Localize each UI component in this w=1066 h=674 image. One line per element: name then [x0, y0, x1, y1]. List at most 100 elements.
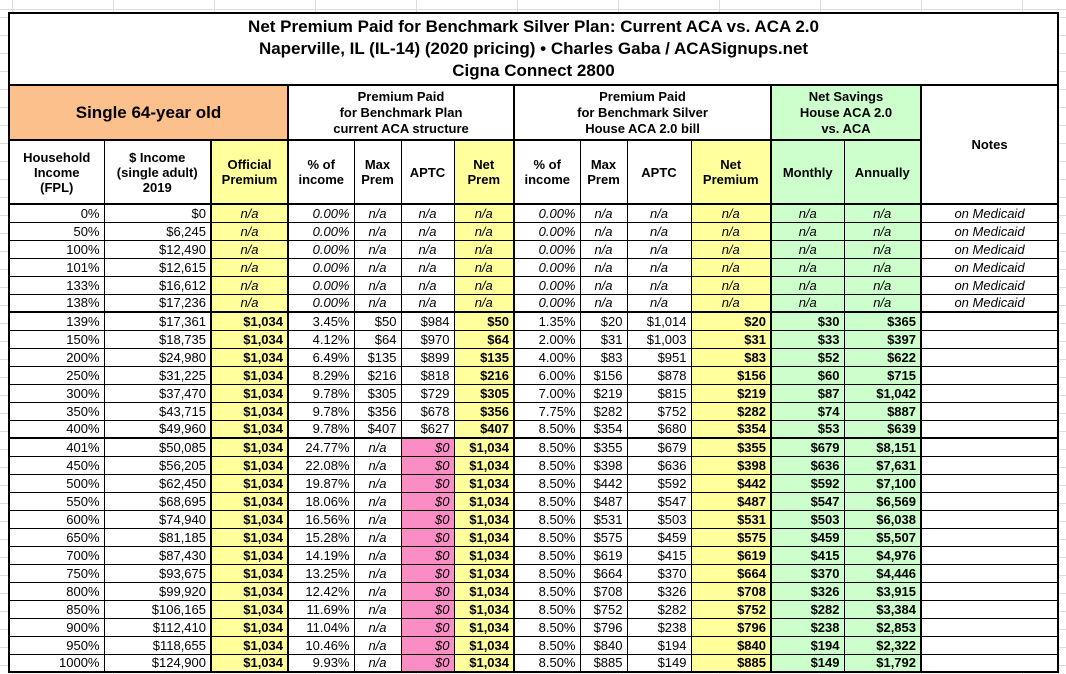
cell-aca20-net-premium: $83	[690, 347, 772, 367]
title-line-3: Cigna Connect 2800	[452, 61, 615, 80]
cell-income: $93,675	[103, 563, 212, 583]
cell-aca20-aptc: $370	[626, 563, 692, 583]
cell-aca20-pct-of-income: 8.50%	[513, 437, 581, 457]
cell-aca20-net-premium: $531	[690, 509, 772, 529]
cell-aca20-max-prem: n/a	[579, 203, 628, 223]
cell-aca-aptc: n/a	[400, 275, 455, 295]
cell-savings-annually: $1,042	[843, 383, 922, 403]
cell-aca-pct-of-income: 0.00%	[287, 239, 355, 259]
column-header-aca20-net-premium: Net Premium	[690, 139, 772, 205]
cell-income: $31,225	[103, 365, 212, 385]
cell-aca20-net-premium: $752	[690, 599, 772, 619]
cell-note	[919, 365, 1059, 385]
cell-income: $17,361	[103, 311, 212, 331]
cell-aca20-max-prem: $752	[579, 599, 628, 619]
cell-aca20-aptc: $194	[626, 635, 692, 655]
cell-aca-aptc: $729	[400, 383, 455, 403]
column-header-savings-annually: Annually	[843, 139, 922, 205]
column-header-row: Household Income (FPL) $ Income (single …	[8, 139, 1058, 205]
cell-aca-max-prem: n/a	[353, 581, 402, 601]
cell-aca-net-prem: $407	[453, 419, 515, 439]
cell-savings-monthly: $33	[770, 329, 845, 349]
cell-aca-max-prem: n/a	[353, 437, 402, 457]
table-row: 750% $93,675 $1,034 13.25% n/a $0 $1,034 8.50% $…	[8, 563, 1059, 583]
group-header-row: Single 64-year old Premium Paid for Benc…	[8, 84, 1059, 205]
cell-aca-net-prem: n/a	[453, 257, 515, 277]
cell-aca-pct-of-income: 18.06%	[287, 491, 355, 511]
cell-aca20-pct-of-income: 0.00%	[513, 257, 581, 277]
cell-aca20-aptc: n/a	[626, 275, 692, 295]
cell-aca20-max-prem: $664	[579, 563, 628, 583]
cell-income: $12,615	[103, 257, 212, 277]
cell-savings-monthly: $194	[770, 635, 845, 655]
cell-aca-pct-of-income: 22.08%	[287, 455, 355, 475]
cell-official-premium: $1,034	[210, 437, 289, 457]
cell-savings-annually: $639	[843, 419, 922, 439]
cell-fpl: 750%	[8, 563, 105, 583]
cell-official-premium: $1,034	[210, 635, 289, 655]
cell-aca20-aptc: $951	[626, 347, 692, 367]
table-row: 139% $17,361 $1,034 3.45% $50 $984 $50 1.35% $20…	[8, 311, 1059, 331]
cell-aca-aptc: $818	[400, 365, 455, 385]
cell-income: $56,205	[103, 455, 212, 475]
cell-savings-annually: $715	[843, 365, 922, 385]
cell-fpl: 500%	[8, 473, 105, 493]
cell-savings-annually: $1,792	[843, 653, 922, 673]
cell-aca-max-prem: n/a	[353, 617, 402, 637]
cell-aca20-net-premium: $354	[690, 419, 772, 439]
cell-savings-annually: n/a	[843, 293, 922, 313]
cell-aca20-max-prem: $531	[579, 509, 628, 529]
cell-aca20-aptc: $1,003	[626, 329, 692, 349]
table-row: 300% $37,470 $1,034 9.78% $305 $729 $305 7.00% $…	[8, 383, 1059, 403]
cell-aca20-net-premium: $664	[690, 563, 772, 583]
cell-savings-monthly: n/a	[770, 239, 845, 259]
column-header-notes: Notes	[919, 84, 1059, 205]
cell-aca20-net-premium: $575	[690, 527, 772, 547]
cell-note	[919, 617, 1059, 637]
cell-official-premium: $1,034	[210, 527, 289, 547]
cell-official-premium: n/a	[210, 275, 289, 295]
cell-aca-net-prem: $216	[453, 365, 515, 385]
cell-savings-annually: $4,446	[843, 563, 922, 583]
cell-income: $112,410	[103, 617, 212, 637]
cell-aca-pct-of-income: 16.56%	[287, 509, 355, 529]
cell-aca-aptc: $0	[400, 635, 455, 655]
cell-aca20-aptc: $238	[626, 617, 692, 637]
cell-aca20-pct-of-income: 8.50%	[513, 563, 581, 583]
cell-savings-monthly: $592	[770, 473, 845, 493]
cell-aca-aptc: $678	[400, 401, 455, 421]
cell-aca20-net-premium: $20	[690, 311, 772, 331]
cell-note	[919, 419, 1059, 439]
cell-savings-annually: $5,507	[843, 527, 922, 547]
table-row: 400% $49,960 $1,034 9.78% $407 $627 $407 8.50% $…	[8, 419, 1059, 439]
cell-aca20-pct-of-income: 0.00%	[513, 221, 581, 241]
cell-aca20-max-prem: $885	[579, 653, 628, 673]
cell-aca20-pct-of-income: 0.00%	[513, 203, 581, 223]
cell-aca-net-prem: $1,034	[453, 545, 515, 565]
cell-savings-annually: $887	[843, 401, 922, 421]
table-body: 0% $0 n/a 0.00% n/a n/a n/a 0.00% n/a n/a n/a n/a n/…	[8, 203, 1059, 673]
table-row: 1000% $124,900 $1,034 9.93% n/a $0 $1,034 8.50%…	[8, 653, 1059, 673]
table-row: 100% $12,490 n/a 0.00% n/a n/a n/a 0.00% n/a n/a n…	[8, 239, 1059, 259]
cell-savings-monthly: $52	[770, 347, 845, 367]
cell-savings-monthly: n/a	[770, 275, 845, 295]
table-row: 200% $24,980 $1,034 6.49% $135 $899 $135 4.00% $…	[8, 347, 1059, 367]
cell-official-premium: $1,034	[210, 545, 289, 565]
cell-official-premium: $1,034	[210, 383, 289, 403]
table-row: 350% $43,715 $1,034 9.78% $356 $678 $356 7.75% $…	[8, 401, 1059, 421]
cell-aca-pct-of-income: 14.19%	[287, 545, 355, 565]
cell-aca20-max-prem: n/a	[579, 221, 628, 241]
column-header-aca20-pct-of-income: % of income	[513, 139, 581, 205]
group-header-house-aca20: Premium Paid for Benchmark Silver House …	[513, 84, 772, 141]
cell-official-premium: $1,034	[210, 509, 289, 529]
cell-aca20-max-prem: n/a	[579, 293, 628, 313]
title-line-1: Net Premium Paid for Benchmark Silver Pl…	[248, 17, 819, 36]
cell-fpl: 138%	[8, 293, 105, 313]
cell-aca20-net-premium: $619	[690, 545, 772, 565]
cell-aca-aptc: $0	[400, 473, 455, 493]
cell-aca-net-prem: $135	[453, 347, 515, 367]
cell-savings-annually: n/a	[843, 221, 922, 241]
cell-aca20-max-prem: n/a	[579, 275, 628, 295]
cell-aca-max-prem: n/a	[353, 203, 402, 223]
cell-aca20-max-prem: $20	[579, 311, 628, 331]
